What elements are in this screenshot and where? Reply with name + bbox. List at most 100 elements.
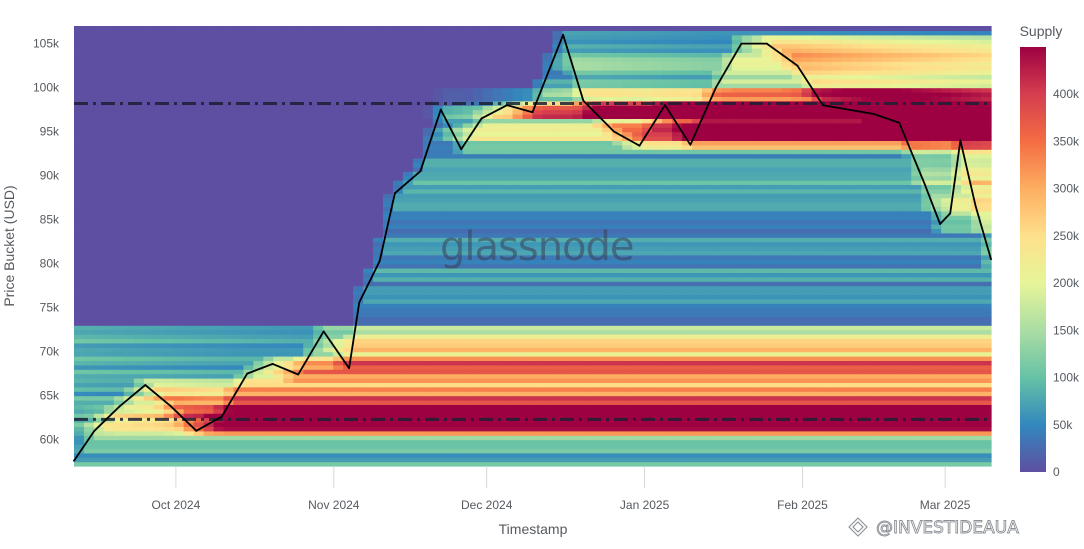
- heatmap-cell: [163, 290, 175, 295]
- heatmap-cell: [173, 334, 185, 339]
- heatmap-cell: [562, 303, 573, 309]
- heatmap-cell: [412, 408, 424, 414]
- heatmap-cell: [253, 408, 264, 414]
- heatmap-cell: [123, 219, 135, 225]
- heatmap-cell: [83, 70, 95, 75]
- heatmap-cell: [103, 448, 115, 454]
- heatmap-cell: [183, 184, 195, 190]
- heatmap-cell: [462, 444, 474, 449]
- heatmap-cell: [263, 224, 274, 229]
- heatmap-cell: [462, 382, 474, 388]
- heatmap-cell: [323, 39, 334, 45]
- heatmap-cell: [522, 197, 534, 203]
- heatmap-cell: [522, 193, 534, 199]
- heatmap-cell: [452, 175, 464, 181]
- heatmap-cell: [123, 347, 135, 353]
- heatmap-cell: [253, 413, 264, 419]
- heatmap-cell: [213, 96, 225, 102]
- heatmap-cell: [363, 268, 374, 273]
- heatmap-cell: [183, 52, 195, 58]
- heatmap-cell: [452, 391, 464, 397]
- heatmap-cell: [422, 378, 434, 383]
- heatmap-cell: [153, 303, 165, 309]
- heatmap-cell: [153, 338, 165, 344]
- heatmap-cell: [382, 373, 394, 379]
- heatmap-cell: [323, 153, 334, 159]
- heatmap-cell: [143, 122, 155, 128]
- heatmap-cell: [432, 356, 444, 361]
- heatmap-cell: [502, 307, 514, 313]
- heatmap-cell: [74, 272, 85, 278]
- heatmap-cell: [223, 30, 235, 36]
- heatmap-cell: [243, 373, 255, 379]
- heatmap-cell: [173, 290, 185, 295]
- heatmap-cell: [93, 162, 105, 168]
- heatmap-cell: [313, 276, 324, 282]
- heatmap-cell: [233, 122, 245, 128]
- heatmap-cell: [133, 127, 145, 133]
- heatmap-cell: [462, 268, 474, 273]
- heatmap-cell: [313, 224, 324, 229]
- heatmap-cell: [402, 386, 414, 392]
- heatmap-cell: [472, 382, 484, 388]
- heatmap-cell: [203, 30, 215, 36]
- heatmap-cell: [93, 351, 105, 357]
- heatmap-cell: [123, 285, 135, 291]
- heatmap-cell: [223, 329, 235, 335]
- heatmap-cell: [233, 290, 245, 295]
- heatmap-cell: [482, 452, 494, 458]
- heatmap-cell: [103, 290, 115, 295]
- heatmap-cell: [83, 215, 95, 221]
- heatmap-cell: [343, 193, 354, 199]
- heatmap-cell: [542, 202, 554, 207]
- heatmap-cell: [103, 342, 115, 348]
- heatmap-cell: [472, 228, 484, 234]
- heatmap-cell: [552, 65, 563, 71]
- heatmap-cell: [343, 188, 354, 194]
- heatmap-cell: [283, 26, 294, 31]
- heatmap-cell: [343, 316, 354, 322]
- heatmap-cell: [83, 210, 95, 216]
- heatmap-cell: [482, 285, 494, 291]
- heatmap-cell: [313, 30, 324, 36]
- heatmap-cell: [412, 294, 424, 300]
- heatmap-cell: [83, 404, 95, 410]
- heatmap-cell: [552, 360, 563, 366]
- heatmap-cell: [263, 162, 274, 168]
- heatmap-cell: [382, 34, 394, 40]
- heatmap-cell: [333, 430, 344, 436]
- heatmap-cell: [74, 276, 85, 282]
- heatmap-cell: [392, 444, 404, 449]
- heatmap-cell: [193, 400, 205, 405]
- heatmap-cell: [203, 122, 215, 128]
- heatmap-cell: [133, 215, 145, 221]
- heatmap-cell: [402, 246, 414, 251]
- heatmap-cell: [522, 400, 534, 405]
- heatmap-cell: [183, 30, 195, 36]
- heatmap-cell: [432, 268, 444, 273]
- heatmap-cell: [412, 391, 424, 397]
- heatmap-cell: [303, 158, 314, 163]
- heatmap-cell: [223, 439, 235, 445]
- heatmap-cell: [462, 316, 474, 322]
- heatmap-cell: [532, 259, 544, 265]
- heatmap-cell: [343, 382, 354, 388]
- heatmap-cell: [542, 180, 554, 185]
- heatmap-cell: [432, 413, 444, 419]
- heatmap-cell: [173, 268, 185, 273]
- heatmap-cell: [382, 444, 394, 449]
- heatmap-cell: [123, 360, 135, 366]
- heatmap-cell: [263, 83, 274, 89]
- heatmap-cell: [123, 127, 135, 133]
- heatmap-cell: [83, 158, 95, 163]
- heatmap-cell: [373, 140, 384, 146]
- heatmap-cell: [113, 118, 125, 124]
- heatmap-cell: [103, 210, 115, 216]
- heatmap-cell: [313, 307, 324, 313]
- heatmap-cell: [422, 320, 434, 326]
- heatmap-cell: [223, 461, 235, 467]
- heatmap-cell: [143, 400, 155, 405]
- heatmap-cell: [392, 219, 404, 225]
- heatmap-cell: [522, 105, 534, 111]
- heatmap-cell: [462, 259, 474, 265]
